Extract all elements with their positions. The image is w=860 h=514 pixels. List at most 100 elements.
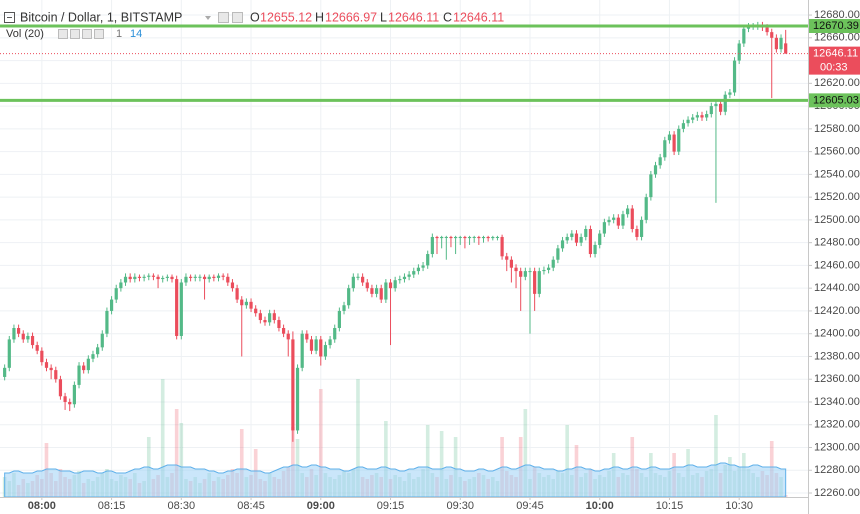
y-tick-label: 12420.00 xyxy=(814,305,860,317)
candle-body xyxy=(40,350,44,363)
candle-body xyxy=(244,301,248,306)
candle-body xyxy=(379,288,383,300)
candle-body xyxy=(454,236,458,239)
candle-body xyxy=(677,128,681,152)
volume-value: 1 xyxy=(116,28,122,40)
candles xyxy=(3,21,788,442)
candle-body xyxy=(598,233,602,245)
candle-body xyxy=(574,233,579,243)
candle-body xyxy=(333,328,337,340)
y-tick-label: 12580.00 xyxy=(814,123,860,135)
candle-body xyxy=(384,282,388,300)
ohlc-letter: C xyxy=(443,10,452,24)
candle-body xyxy=(667,134,672,141)
vol-icon[interactable] xyxy=(70,29,80,39)
x-tick-label: 08:00 xyxy=(28,500,56,512)
candle-body xyxy=(291,339,295,431)
candle-body xyxy=(151,275,156,277)
candle-body xyxy=(556,248,560,260)
candle-body xyxy=(402,276,407,280)
candle-body xyxy=(700,115,704,118)
candle-body xyxy=(240,299,244,306)
candle-body xyxy=(630,208,634,230)
overlay xyxy=(0,24,860,102)
vol-icon[interactable] xyxy=(82,29,92,39)
candle-body xyxy=(189,276,193,278)
candle-body xyxy=(54,370,58,380)
ohlc-value: 12655.12 xyxy=(260,10,312,24)
candle-body xyxy=(347,288,351,306)
countdown-label: 00:33 xyxy=(820,62,848,74)
candle-body xyxy=(537,271,541,294)
candle-body xyxy=(691,117,695,120)
candle-body xyxy=(579,236,583,243)
candle-body xyxy=(72,384,76,405)
candle-body xyxy=(277,320,281,329)
y-tick-label: 12320.00 xyxy=(814,419,860,431)
candle-body xyxy=(49,367,53,371)
candle-body xyxy=(649,174,653,198)
vol-icon[interactable] xyxy=(58,29,68,39)
volume-bar xyxy=(160,379,165,497)
candle-body xyxy=(546,267,551,270)
y-tick-label: 12560.00 xyxy=(814,146,860,158)
candle-body xyxy=(477,236,481,239)
candle-body xyxy=(491,236,495,239)
candle-body xyxy=(695,115,699,118)
candle-body xyxy=(216,275,221,278)
x-tick-label: 09:00 xyxy=(307,500,335,512)
volume-bar xyxy=(384,421,388,497)
volume-bar xyxy=(179,423,184,497)
level-label-box xyxy=(809,18,860,33)
candle-body xyxy=(123,276,128,283)
candle-body xyxy=(295,367,300,431)
candle-body xyxy=(337,310,341,329)
ohlc-letter: O xyxy=(250,10,260,24)
x-tick-label: 09:15 xyxy=(377,500,405,512)
y-tick-label: 12340.00 xyxy=(814,396,860,408)
candle-body xyxy=(68,401,72,405)
candle-body xyxy=(109,299,114,311)
x-tick-label: 10:00 xyxy=(586,500,614,512)
candle-body xyxy=(170,276,174,280)
candle-body xyxy=(616,217,620,226)
candle-body xyxy=(3,367,7,377)
candle-body xyxy=(607,219,611,223)
candle-body xyxy=(175,279,179,336)
candle-body xyxy=(742,28,746,44)
collapse-icon[interactable] xyxy=(4,12,15,23)
y-tick-label: 12360.00 xyxy=(814,373,860,385)
candle-body xyxy=(96,347,100,355)
candle-body xyxy=(58,379,63,397)
candle-body xyxy=(635,229,639,237)
ohlc-letter: H xyxy=(315,10,324,24)
y-tick-label: 12660.00 xyxy=(814,32,860,44)
candle-body xyxy=(156,276,160,280)
candle-body xyxy=(728,92,732,95)
candle-body xyxy=(407,274,411,277)
candle-body xyxy=(184,276,188,283)
candle-body xyxy=(519,271,523,277)
settings-icon[interactable] xyxy=(218,12,229,23)
candle-body xyxy=(179,282,183,336)
candle-body xyxy=(612,217,616,220)
candle-body xyxy=(356,276,360,278)
vol-icon[interactable] xyxy=(94,29,104,39)
y-tick-label: 12460.00 xyxy=(814,259,860,271)
candle-body xyxy=(444,236,448,238)
candle-body xyxy=(533,271,537,294)
candle-body xyxy=(342,305,346,311)
y-tick-label: 12280.00 xyxy=(814,464,860,476)
candle-body xyxy=(472,236,476,238)
candle-body xyxy=(319,339,323,357)
candle-body xyxy=(658,157,662,166)
candle-body xyxy=(435,236,439,239)
candle-body xyxy=(430,236,434,255)
candle-body xyxy=(235,288,239,300)
axes: 12260.00 12280.00 12300.00 12320.00 12340.00… xyxy=(28,9,860,512)
dropdown-arrow[interactable] xyxy=(205,16,211,20)
hide-icon[interactable] xyxy=(232,12,243,23)
candle-body xyxy=(486,236,490,239)
last-price-box xyxy=(809,46,860,75)
candle-body xyxy=(481,236,486,239)
